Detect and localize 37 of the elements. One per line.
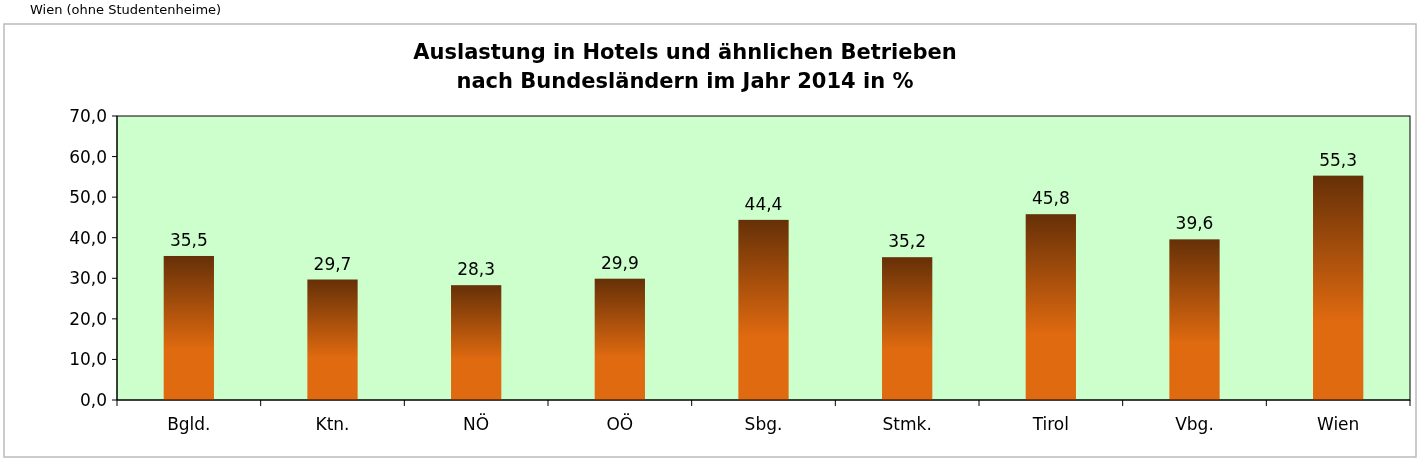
data-label: 29,7 <box>313 253 352 274</box>
chart-title: Auslastung in Hotels und ähnlichen Betrieben nach Bundesländern im Jahr 2014 in % <box>413 40 957 93</box>
bar <box>738 219 789 400</box>
bar <box>451 285 502 400</box>
x-tick-label: Vbg. <box>1175 414 1214 434</box>
y-tick-label: 30,0 <box>69 268 107 289</box>
data-label: 44,4 <box>744 193 783 214</box>
data-label: 29,9 <box>600 252 639 273</box>
bar <box>1313 175 1364 400</box>
y-tick-label: 0,0 <box>79 389 107 410</box>
data-label: 35,2 <box>888 231 927 252</box>
x-tick-label: Sbg. <box>744 414 783 434</box>
data-label: 55,3 <box>1319 149 1358 170</box>
data-label: 35,5 <box>169 229 208 250</box>
x-tick-label: Wien <box>1316 414 1360 434</box>
y-tick-label: 70,0 <box>69 105 107 126</box>
data-label: 39,6 <box>1175 213 1214 234</box>
x-tick-label: OÖ <box>606 413 634 434</box>
x-tick-label: Ktn. <box>315 414 350 434</box>
text: Wien (ohne Studentenheime) <box>30 2 222 17</box>
x-tick-label: Stmk. <box>882 414 932 434</box>
data-label: 45,8 <box>1031 188 1070 209</box>
y-tick-label: 50,0 <box>69 187 107 208</box>
y-tick-label: 40,0 <box>69 227 107 248</box>
bar <box>1025 214 1076 400</box>
bar <box>1169 239 1220 400</box>
bar <box>594 278 645 400</box>
x-tick-label: NÖ <box>463 413 490 434</box>
bar <box>882 257 933 400</box>
y-tick-label: 20,0 <box>69 308 107 329</box>
y-tick-label: 10,0 <box>69 349 107 370</box>
bar <box>307 279 358 400</box>
bar <box>163 255 214 400</box>
data-label: 28,3 <box>457 259 496 280</box>
y-tick-label: 60,0 <box>69 146 107 167</box>
x-tick-label: Tirol <box>1031 414 1069 434</box>
x-tick-label: Bgld. <box>167 414 211 434</box>
